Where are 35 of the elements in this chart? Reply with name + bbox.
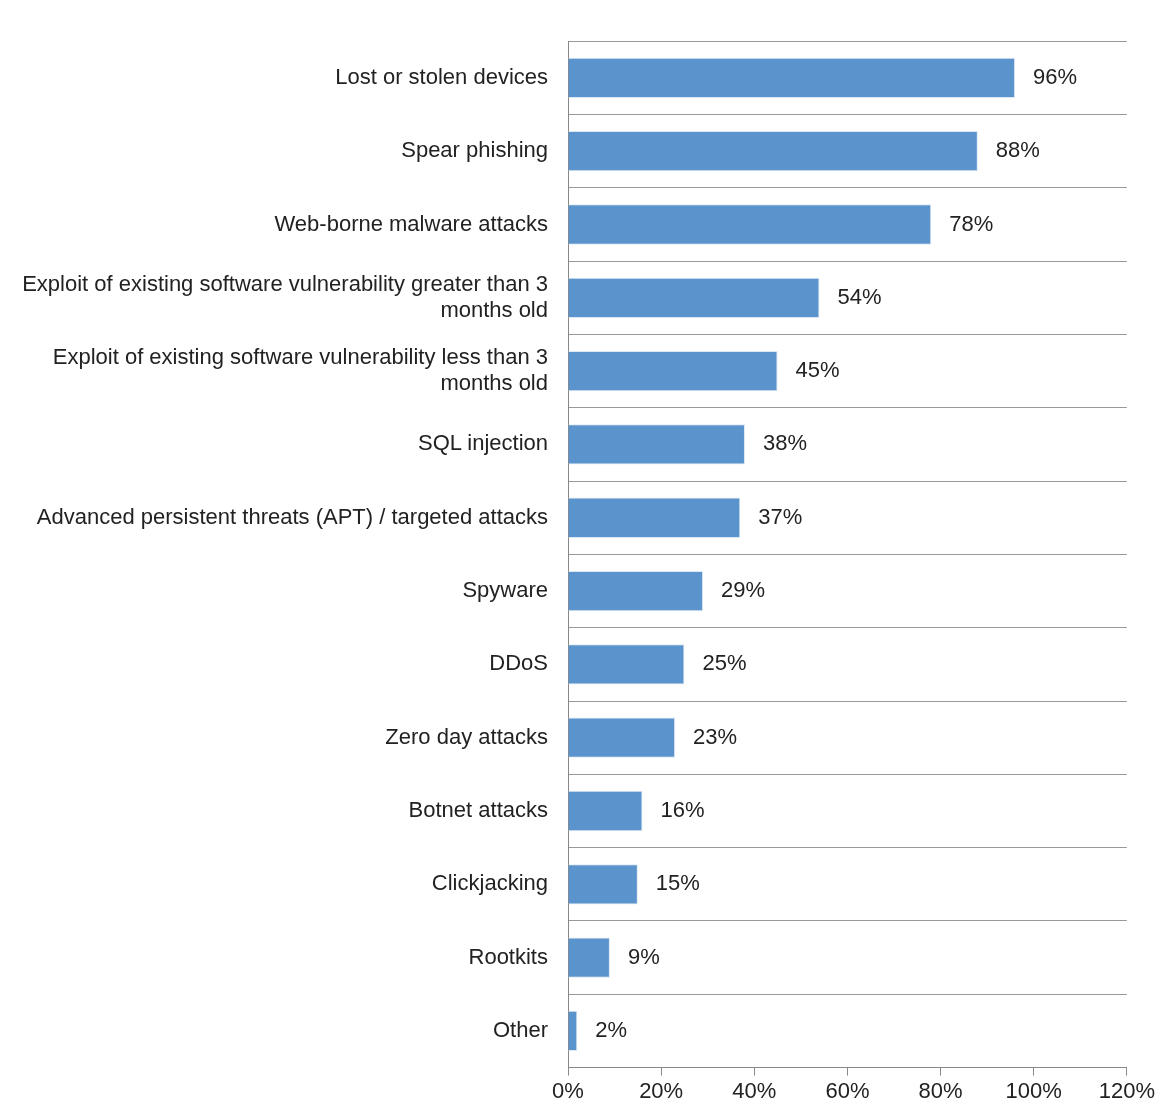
data-label: 29% <box>721 577 766 603</box>
y-tick-label: Botnet attacks <box>408 797 548 823</box>
data-label: 15% <box>655 870 700 896</box>
y-tick-label: Rootkits <box>468 943 548 969</box>
data-label: 96% <box>1033 63 1078 89</box>
data-label: 23% <box>693 723 738 749</box>
y-tick-label: Exploit of existing software vulnerability greater than 3 months old <box>22 270 548 323</box>
x-tick-label: 120% <box>1098 1077 1156 1103</box>
data-label: 9% <box>627 943 660 969</box>
y-tick-label: DDoS <box>489 650 548 676</box>
y-tick-label: Web-borne malware attacks <box>274 210 548 236</box>
x-tick-label: 0% <box>552 1077 584 1103</box>
x-tick-label: 40% <box>732 1077 777 1103</box>
y-tick-label: Clickjacking <box>431 870 548 896</box>
y-tick-label: Lost or stolen devices <box>335 63 548 89</box>
data-label: 54% <box>837 283 882 309</box>
y-tick-label: Exploit of existing software vulnerability less than 3 months old <box>52 343 548 396</box>
y-tick-label: Zero day attacks <box>385 723 548 749</box>
data-label: 78% <box>949 210 994 236</box>
data-label: 45% <box>795 357 840 383</box>
y-tick-label: Other <box>492 1017 548 1043</box>
y-tick-label: Spyware <box>462 577 548 603</box>
data-label: 2% <box>595 1017 628 1043</box>
x-tick-label: 80% <box>918 1077 963 1103</box>
x-tick-label: 100% <box>1005 1077 1062 1103</box>
data-label: 38% <box>762 430 808 456</box>
x-tick-label: 60% <box>825 1077 870 1103</box>
data-label: 16% <box>660 797 705 823</box>
data-label: 25% <box>702 650 747 676</box>
y-tick-label: Spear phishing <box>401 137 548 163</box>
data-label: 37% <box>758 503 803 529</box>
x-tick-label: 20% <box>639 1077 684 1103</box>
data-label: 88% <box>995 137 1040 163</box>
y-tick-label: Advanced persistent threats (APT) / targeted attacks <box>36 503 548 529</box>
y-tick-label: SQL injection <box>417 430 548 456</box>
